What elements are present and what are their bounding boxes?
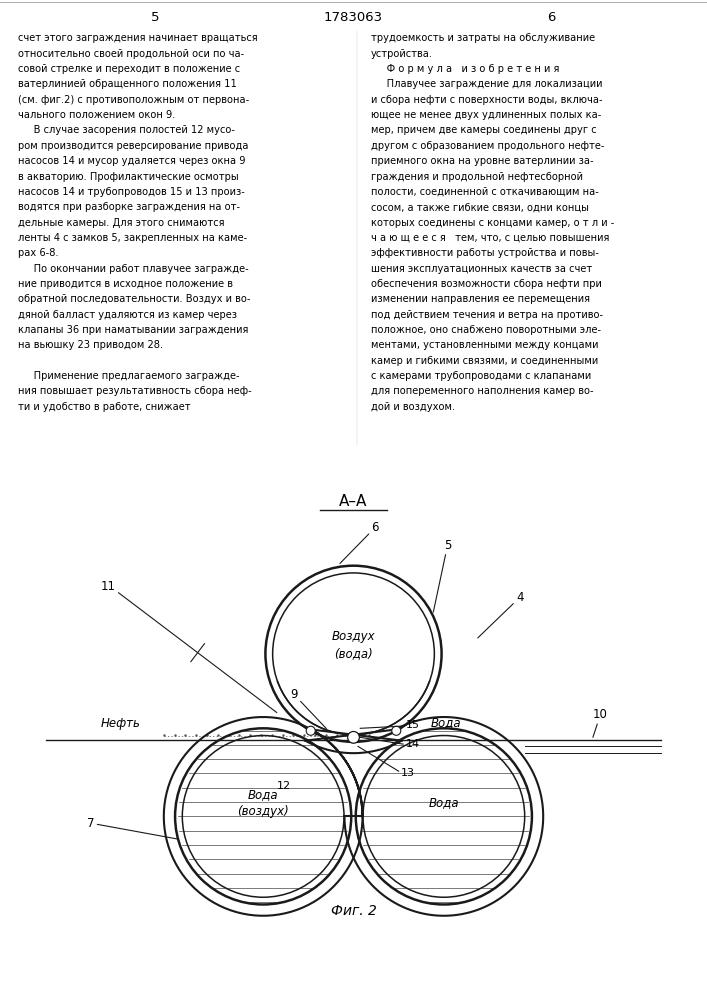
Text: 13: 13	[401, 768, 415, 778]
Text: ющее не менее двух удлиненных полых ка-: ющее не менее двух удлиненных полых ка-	[371, 110, 602, 120]
Text: приемного окна на уровне ватерлинии за-: приемного окна на уровне ватерлинии за-	[371, 156, 594, 166]
Text: клапаны 36 при наматывании заграждения: клапаны 36 при наматывании заграждения	[18, 325, 248, 335]
Text: сосом, а также гибкие связи, одни концы: сосом, а также гибкие связи, одни концы	[371, 202, 589, 212]
Text: ватерлинией обращенного положения 11: ватерлинией обращенного положения 11	[18, 79, 237, 89]
Text: устройства.: устройства.	[371, 49, 433, 59]
Text: дой и воздухом.: дой и воздухом.	[371, 402, 455, 412]
Text: шения эксплуатационных качеств за счет: шения эксплуатационных качеств за счет	[371, 264, 592, 274]
Text: Вода
(воздух): Вода (воздух)	[238, 788, 289, 818]
Text: другом с образованием продольного нефте-: другом с образованием продольного нефте-	[371, 141, 604, 151]
Text: совой стрелке и переходит в положение с: совой стрелке и переходит в положение с	[18, 64, 240, 74]
Text: 6: 6	[340, 521, 379, 563]
Text: ром производится реверсирование привода: ром производится реверсирование привода	[18, 141, 248, 151]
Text: положное, оно снабжено поворотными эле-: положное, оно снабжено поворотными эле-	[371, 325, 601, 335]
Text: на вьюшку 23 приводом 28.: на вьюшку 23 приводом 28.	[18, 340, 163, 350]
Text: Воздух
(вода): Воздух (вода)	[332, 630, 375, 660]
Text: ние приводится в исходное положение в: ние приводится в исходное положение в	[18, 279, 233, 289]
Text: эффективности работы устройства и повы-: эффективности работы устройства и повы-	[371, 248, 599, 258]
Text: которых соединены с концами камер, о т л и -: которых соединены с концами камер, о т л…	[371, 218, 614, 228]
Circle shape	[306, 726, 315, 735]
Text: ти и удобство в работе, снижает: ти и удобство в работе, снижает	[18, 402, 190, 412]
Text: 10: 10	[593, 708, 608, 737]
Text: рах 6-8.: рах 6-8.	[18, 248, 58, 258]
Text: 5: 5	[433, 539, 451, 612]
Text: в акваторию. Профилактические осмотры: в акваторию. Профилактические осмотры	[18, 172, 238, 182]
Text: 7: 7	[87, 817, 177, 839]
Text: ленты 4 с замков 5, закрепленных на каме-: ленты 4 с замков 5, закрепленных на каме…	[18, 233, 247, 243]
Text: Ф о р м у л а   и з о б р е т е н и я: Ф о р м у л а и з о б р е т е н и я	[371, 64, 559, 74]
Text: счет этого заграждения начинает вращаться: счет этого заграждения начинает вращатьс…	[18, 33, 257, 43]
Text: ментами, установленными между концами: ментами, установленными между концами	[371, 340, 599, 350]
Text: изменении направления ее перемещения: изменении направления ее перемещения	[371, 294, 590, 304]
Text: для попеременного наполнения камер во-: для попеременного наполнения камер во-	[371, 386, 594, 396]
Text: (см. фиг.2) с противоположным от первона-: (см. фиг.2) с противоположным от первона…	[18, 95, 249, 105]
Text: водятся при разборке заграждения на от-: водятся при разборке заграждения на от-	[18, 202, 240, 212]
Text: 12: 12	[276, 781, 291, 791]
Text: 1783063: 1783063	[324, 11, 383, 24]
Text: 14: 14	[405, 739, 419, 749]
Text: дяной балласт удаляются из камер через: дяной балласт удаляются из камер через	[18, 310, 237, 320]
Text: По окончании работ плавучее загражде-: По окончании работ плавучее загражде-	[18, 264, 248, 274]
Text: Вода: Вода	[428, 796, 459, 809]
Text: обеспечения возможности сбора нефти при: обеспечения возможности сбора нефти при	[371, 279, 602, 289]
Text: 5: 5	[151, 11, 160, 24]
Text: чального положением окон 9.: чального положением окон 9.	[18, 110, 175, 120]
Text: граждения и продольной нефтесборной: граждения и продольной нефтесборной	[371, 172, 583, 182]
Text: с камерами трубопроводами с клапанами: с камерами трубопроводами с клапанами	[371, 371, 592, 381]
Text: обратной последовательности. Воздух и во-: обратной последовательности. Воздух и во…	[18, 294, 250, 304]
Text: 4: 4	[478, 591, 524, 638]
Text: относительно своей продольной оси по ча-: относительно своей продольной оси по ча-	[18, 49, 244, 59]
Text: ч а ю щ е е с я   тем, что, с целью повышения: ч а ю щ е е с я тем, что, с целью повыше…	[371, 233, 609, 243]
Circle shape	[392, 726, 401, 735]
Text: полости, соединенной с откачивающим на-: полости, соединенной с откачивающим на-	[371, 187, 599, 197]
Text: ния повышает результативность сбора неф-: ния повышает результативность сбора неф-	[18, 386, 252, 396]
Text: насосов 14 и трубопроводов 15 и 13 произ-: насосов 14 и трубопроводов 15 и 13 произ…	[18, 187, 245, 197]
Text: и сбора нефти с поверхности воды, включа-: и сбора нефти с поверхности воды, включа…	[371, 95, 603, 105]
Text: В случае засорения полостей 12 мусо-: В случае засорения полостей 12 мусо-	[18, 125, 235, 135]
Text: дельные камеры. Для этого снимаются: дельные камеры. Для этого снимаются	[18, 218, 224, 228]
Text: трудоемкость и затраты на обслуживание: трудоемкость и затраты на обслуживание	[371, 33, 595, 43]
Circle shape	[348, 731, 359, 743]
Text: мер, причем две камеры соединены друг с: мер, причем две камеры соединены друг с	[371, 125, 597, 135]
Text: Плавучее заграждение для локализации: Плавучее заграждение для локализации	[371, 79, 602, 89]
Text: 6: 6	[547, 11, 556, 24]
Text: 11: 11	[100, 580, 115, 593]
Text: насосов 14 и мусор удаляется через окна 9: насосов 14 и мусор удаляется через окна …	[18, 156, 245, 166]
Text: под действием течения и ветра на противо-: под действием течения и ветра на противо…	[371, 310, 603, 320]
Text: 15: 15	[405, 720, 419, 730]
Text: камер и гибкими связями, и соединенными: камер и гибкими связями, и соединенными	[371, 356, 598, 366]
Text: Нефть: Нефть	[100, 717, 141, 730]
Text: А–А: А–А	[339, 494, 368, 509]
Text: Вода: Вода	[431, 716, 461, 729]
Text: Применение предлагаемого загражде-: Применение предлагаемого загражде-	[18, 371, 239, 381]
Text: 9: 9	[291, 688, 327, 729]
Text: Фиг. 2: Фиг. 2	[331, 904, 376, 918]
